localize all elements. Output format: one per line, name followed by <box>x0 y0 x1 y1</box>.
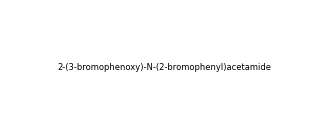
Text: 2-(3-bromophenoxy)-N-(2-bromophenyl)acetamide: 2-(3-bromophenoxy)-N-(2-bromophenyl)acet… <box>58 64 271 72</box>
